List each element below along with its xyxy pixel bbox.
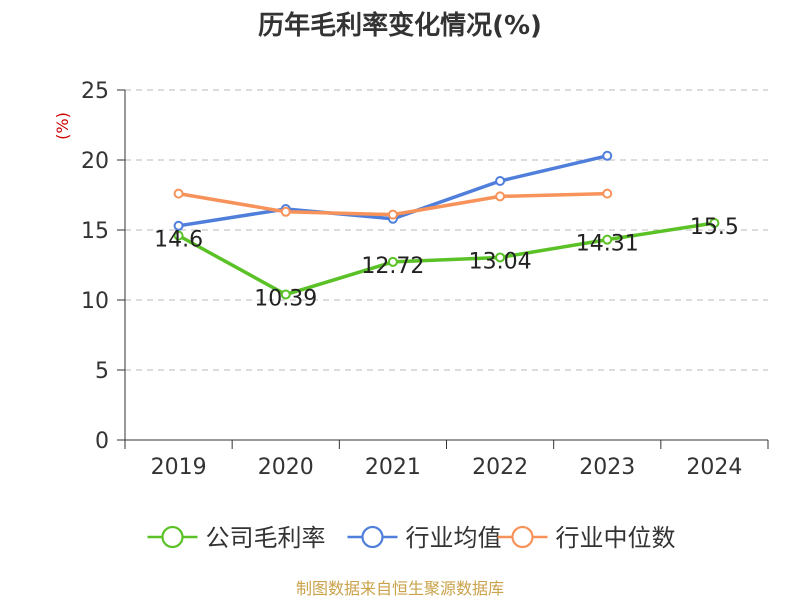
legend-marker [511, 525, 534, 549]
legend-marker [161, 525, 184, 549]
legend-item: 行业中位数 [497, 524, 676, 552]
data-point [495, 191, 506, 202]
data-label: 12.72 [361, 254, 424, 279]
legend: 公司毛利率 行业均值 行业中位数 [147, 524, 676, 552]
legend-label: 行业中位数 [556, 524, 676, 552]
data-point [495, 252, 506, 263]
x-tick-label: 2019 [151, 455, 207, 480]
x-tick-label: 2023 [579, 455, 635, 480]
x-tick-label: 2024 [686, 455, 742, 480]
axes: 0 5 10 15 20 25 2019 2020 2021 2022 2023 2024 [81, 79, 769, 480]
source-note: 制图数据来自恒生聚源数据库 [296, 579, 504, 598]
data-point [602, 188, 613, 199]
data-label: 15.5 [690, 215, 739, 240]
y-tick-label: 20 [81, 149, 109, 174]
legend-item: 行业均值 [347, 524, 502, 552]
y-tick-label: 25 [81, 79, 109, 104]
legend-label: 公司毛利率 [206, 524, 326, 552]
x-tick-label: 2020 [258, 455, 314, 480]
data-point [280, 289, 291, 300]
data-point [602, 234, 613, 245]
legend-label: 行业均值 [406, 524, 502, 552]
x-tick-label: 2022 [472, 455, 528, 480]
data-point [602, 150, 613, 161]
y-tick-label: 15 [81, 219, 109, 244]
legend-item: 公司毛利率 [147, 524, 326, 552]
data-point [173, 230, 184, 241]
chart-title: 历年毛利率变化情况(%) [258, 10, 542, 41]
y-tick-label: 10 [81, 289, 109, 314]
series-line-0 [176, 221, 717, 297]
series-lines [173, 150, 720, 300]
x-tick-label: 2021 [365, 455, 421, 480]
data-label: 10.39 [254, 287, 317, 312]
legend-marker [361, 525, 384, 549]
data-point [173, 220, 184, 231]
data-labels: 14.6 10.39 12.72 13.04 14.31 15.5 [154, 215, 739, 312]
data-label: 14.6 [154, 228, 203, 253]
grid-lines [125, 89, 768, 371]
data-point [387, 209, 398, 220]
data-label: 13.04 [469, 249, 532, 274]
y-axis-label: (%) [53, 112, 72, 140]
y-tick-label: 0 [95, 429, 109, 454]
data-label: 14.31 [576, 232, 639, 257]
data-point [709, 218, 720, 228]
data-point [495, 176, 506, 186]
data-point [280, 206, 291, 217]
data-point [173, 188, 184, 199]
data-point [387, 256, 398, 267]
y-tick-label: 5 [95, 359, 109, 384]
